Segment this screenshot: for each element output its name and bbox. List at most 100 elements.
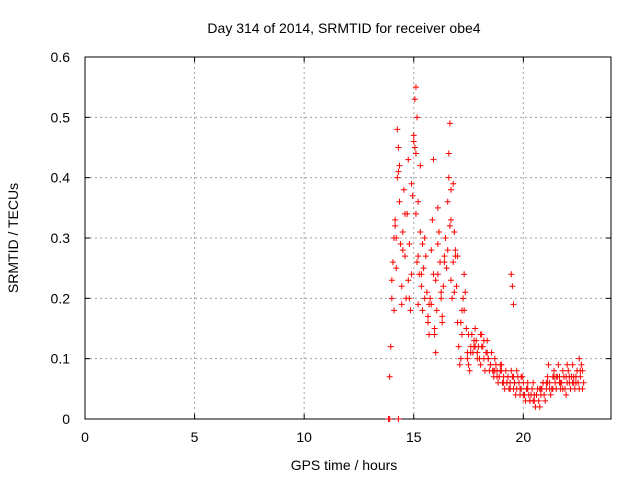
data-point [438,289,445,296]
data-point [463,325,470,332]
data-point [478,343,485,350]
data-point [441,259,448,266]
x-tick-label: 5 [191,429,199,445]
data-point [399,247,406,254]
data-point [545,361,552,368]
data-point [406,241,413,248]
data-point [564,361,571,368]
data-point [386,416,393,422]
data-point [465,331,472,338]
data-point [533,391,540,398]
data-point [498,361,505,368]
data-point [393,235,400,241]
data-point [456,361,463,368]
data-points [385,84,587,422]
data-point [448,216,455,223]
data-point [438,295,445,302]
data-point [535,397,542,404]
data-point [556,379,563,386]
data-point [428,247,435,254]
data-point [386,373,393,380]
data-point [395,168,402,175]
data-point [484,349,491,356]
data-point [530,379,537,386]
y-tick-label: 0 [62,411,70,427]
data-point [565,367,572,374]
data-point [408,271,415,278]
data-point [471,343,478,350]
data-point [518,373,525,380]
data-point [563,391,570,398]
data-point [555,361,562,368]
data-point [576,355,583,362]
y-axis-label: SRMTID / TECUs [5,183,21,293]
data-point [388,295,395,302]
data-point [553,373,560,380]
data-point [452,247,459,254]
data-point [428,301,435,308]
data-point [411,144,418,151]
chart-title: Day 314 of 2014, SRMTID for receiver obe… [207,20,480,36]
data-point [442,235,449,241]
data-point [422,253,429,260]
data-point [549,385,556,392]
data-point [419,241,426,248]
data-point [395,416,402,422]
data-point [432,349,439,356]
data-point [508,367,515,374]
data-point [446,222,453,229]
data-point [464,355,471,362]
data-point [391,307,398,314]
data-point [431,325,438,332]
data-point [524,379,531,386]
data-point [421,295,428,302]
plot-frame [84,56,612,420]
data-point [434,241,441,248]
data-point [517,385,524,392]
data-point [414,114,421,121]
data-point [389,259,396,266]
data-point [536,385,543,392]
data-point [387,343,394,350]
data-point [508,271,515,278]
data-point [448,186,455,193]
data-point [394,174,401,181]
data-point [412,84,419,91]
data-point [420,265,427,272]
data-point [394,126,401,133]
data-point [424,313,431,320]
data-point [415,198,422,205]
x-tick-label: 20 [516,429,532,445]
data-point [446,120,453,127]
y-tick-label: 0.1 [51,351,71,367]
data-point [477,331,484,338]
data-point [543,379,550,386]
data-point [563,373,570,380]
data-point [430,156,437,163]
data-point [398,301,405,308]
data-point [415,253,422,260]
data-point [445,150,452,157]
data-point [503,379,510,386]
data-point [414,259,421,266]
y-tick-label: 0.6 [51,49,71,65]
data-point [417,162,424,169]
data-point [559,367,566,374]
data-point [577,367,584,374]
data-point [457,355,464,362]
data-point [396,198,403,205]
data-point [398,283,405,290]
data-point [400,186,407,193]
data-point [473,337,480,344]
data-point [461,307,468,314]
data-point [579,385,586,392]
data-point [429,216,436,223]
data-point [457,319,464,326]
data-point [559,385,566,392]
data-point [421,235,428,241]
y-tick-label: 0.2 [51,290,71,306]
data-point [406,295,413,302]
data-point [547,391,554,398]
data-point [453,283,460,290]
